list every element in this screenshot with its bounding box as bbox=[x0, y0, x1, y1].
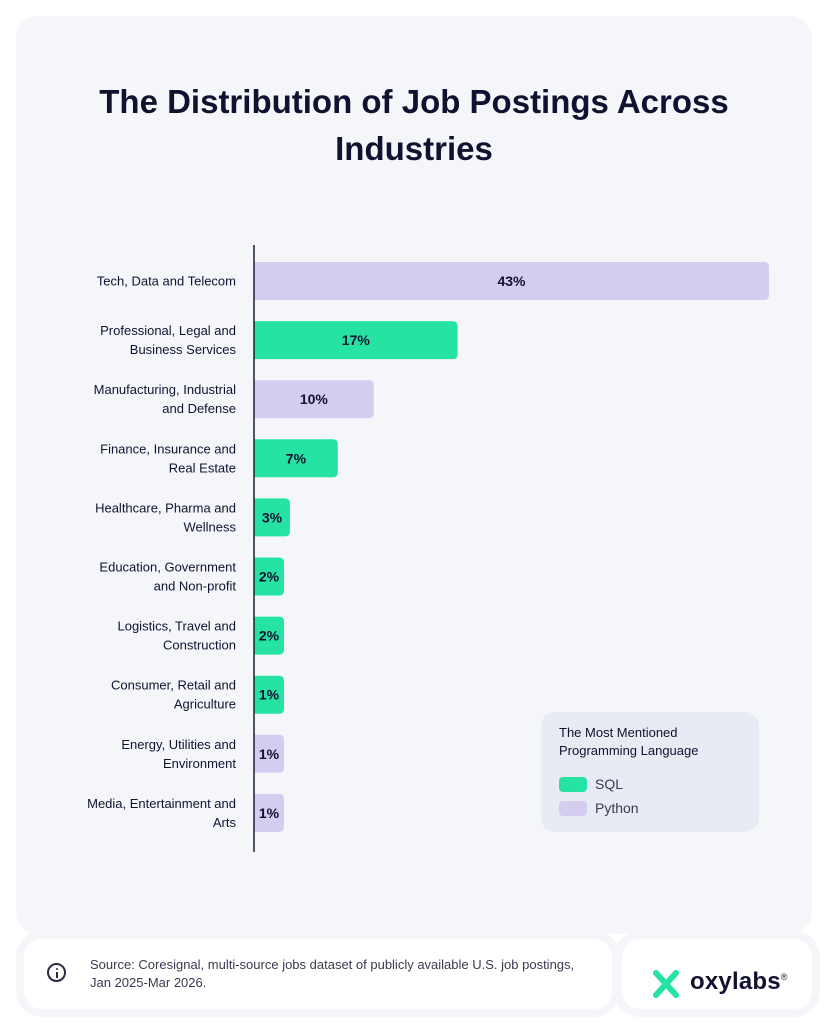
data-label-1: 43% bbox=[497, 273, 526, 289]
bar-1 bbox=[254, 262, 769, 300]
bar-4 bbox=[254, 439, 338, 478]
category-label-line: Energy, Utilities and bbox=[121, 737, 236, 752]
category-label-line: Professional, Legal and bbox=[100, 323, 236, 338]
category-label-line: Media, Entertainment and bbox=[87, 796, 236, 811]
bar-7 bbox=[254, 616, 284, 655]
category-label-line: Wellness bbox=[183, 519, 236, 534]
category-label-line: Agriculture bbox=[174, 697, 236, 712]
brand-name-text: oxylabs bbox=[690, 968, 781, 995]
category-label-line: Consumer, Retail and bbox=[111, 678, 236, 693]
data-label-7: 2% bbox=[259, 628, 280, 644]
category-label-line: Construction bbox=[163, 638, 236, 653]
legend-item-python: Python bbox=[559, 799, 639, 817]
category-label-line: Education, Government bbox=[99, 560, 236, 575]
legend-title: The Most Mentioned Programming Language bbox=[559, 725, 699, 758]
category-label-2: Professional, Legal and Business Services bbox=[100, 323, 236, 357]
data-label-8: 1% bbox=[259, 687, 280, 703]
bar-5 bbox=[254, 498, 290, 537]
bar-8 bbox=[254, 675, 284, 714]
legend-swatch-python bbox=[559, 800, 587, 816]
category-label-line: Tech, Data and Telecom bbox=[97, 274, 236, 289]
oxylabs-logo-icon bbox=[653, 970, 679, 998]
brand-reg: ® bbox=[780, 972, 788, 982]
data-label-5: 3% bbox=[262, 509, 283, 525]
data-label-9: 1% bbox=[259, 746, 280, 762]
legend-item-sql: SQL bbox=[559, 775, 623, 793]
category-label-line: Real Estate bbox=[169, 460, 236, 475]
data-label-3: 10% bbox=[300, 391, 329, 407]
data-label-10: 1% bbox=[259, 805, 280, 821]
data-label-2: 17% bbox=[342, 332, 371, 348]
category-label-5: Healthcare, Pharma and Wellness bbox=[95, 500, 236, 534]
category-label-line: and Defense bbox=[162, 401, 236, 416]
bar-9 bbox=[254, 734, 284, 773]
bar-2 bbox=[254, 321, 458, 360]
category-label-line: and Non-profit bbox=[154, 579, 237, 594]
category-label-9: Energy, Utilities and Environment bbox=[121, 737, 236, 771]
category-label-1: Tech, Data and Telecom bbox=[97, 274, 236, 289]
category-label-line: Healthcare, Pharma and bbox=[95, 500, 236, 515]
category-label-line: Logistics, Travel and bbox=[117, 619, 236, 634]
legend: The Most Mentioned Programming Language … bbox=[541, 712, 759, 832]
category-label-4: Finance, Insurance and Real Estate bbox=[100, 441, 236, 475]
legend-label-sql: SQL bbox=[595, 776, 624, 792]
data-label-6: 2% bbox=[259, 569, 280, 585]
brand-box: oxylabs® bbox=[622, 939, 812, 1009]
brand-name: oxylabs® bbox=[690, 968, 788, 996]
legend-swatch-sql bbox=[559, 776, 587, 792]
category-label-6: Education, Government and Non-profit bbox=[99, 560, 236, 594]
category-label-3: Manufacturing, Industrial and Defense bbox=[94, 382, 236, 416]
data-label-4: 7% bbox=[286, 450, 307, 466]
category-label-10: Media, Entertainment and Arts bbox=[87, 796, 236, 830]
bar-3 bbox=[254, 380, 374, 419]
category-label-line: Manufacturing, Industrial bbox=[94, 382, 236, 397]
page-title: The Distribution of Job Postings Across … bbox=[99, 83, 729, 167]
category-label-line: Environment bbox=[163, 756, 236, 771]
bar-6 bbox=[254, 557, 284, 596]
source-box: Source: Coresignal, multi-source jobs da… bbox=[24, 939, 612, 1009]
category-label-7: Logistics, Travel and Construction bbox=[117, 619, 236, 653]
legend-label-python: Python bbox=[595, 800, 639, 816]
category-label-line: Arts bbox=[213, 815, 237, 830]
category-label-8: Consumer, Retail and Agriculture bbox=[111, 678, 236, 712]
bar-10 bbox=[254, 793, 284, 832]
source-text: Source: Coresignal, multi-source jobs da… bbox=[90, 957, 575, 990]
category-label-line: Business Services bbox=[130, 342, 237, 357]
category-label-line: Finance, Insurance and bbox=[100, 441, 236, 456]
info-icon bbox=[47, 963, 66, 982]
